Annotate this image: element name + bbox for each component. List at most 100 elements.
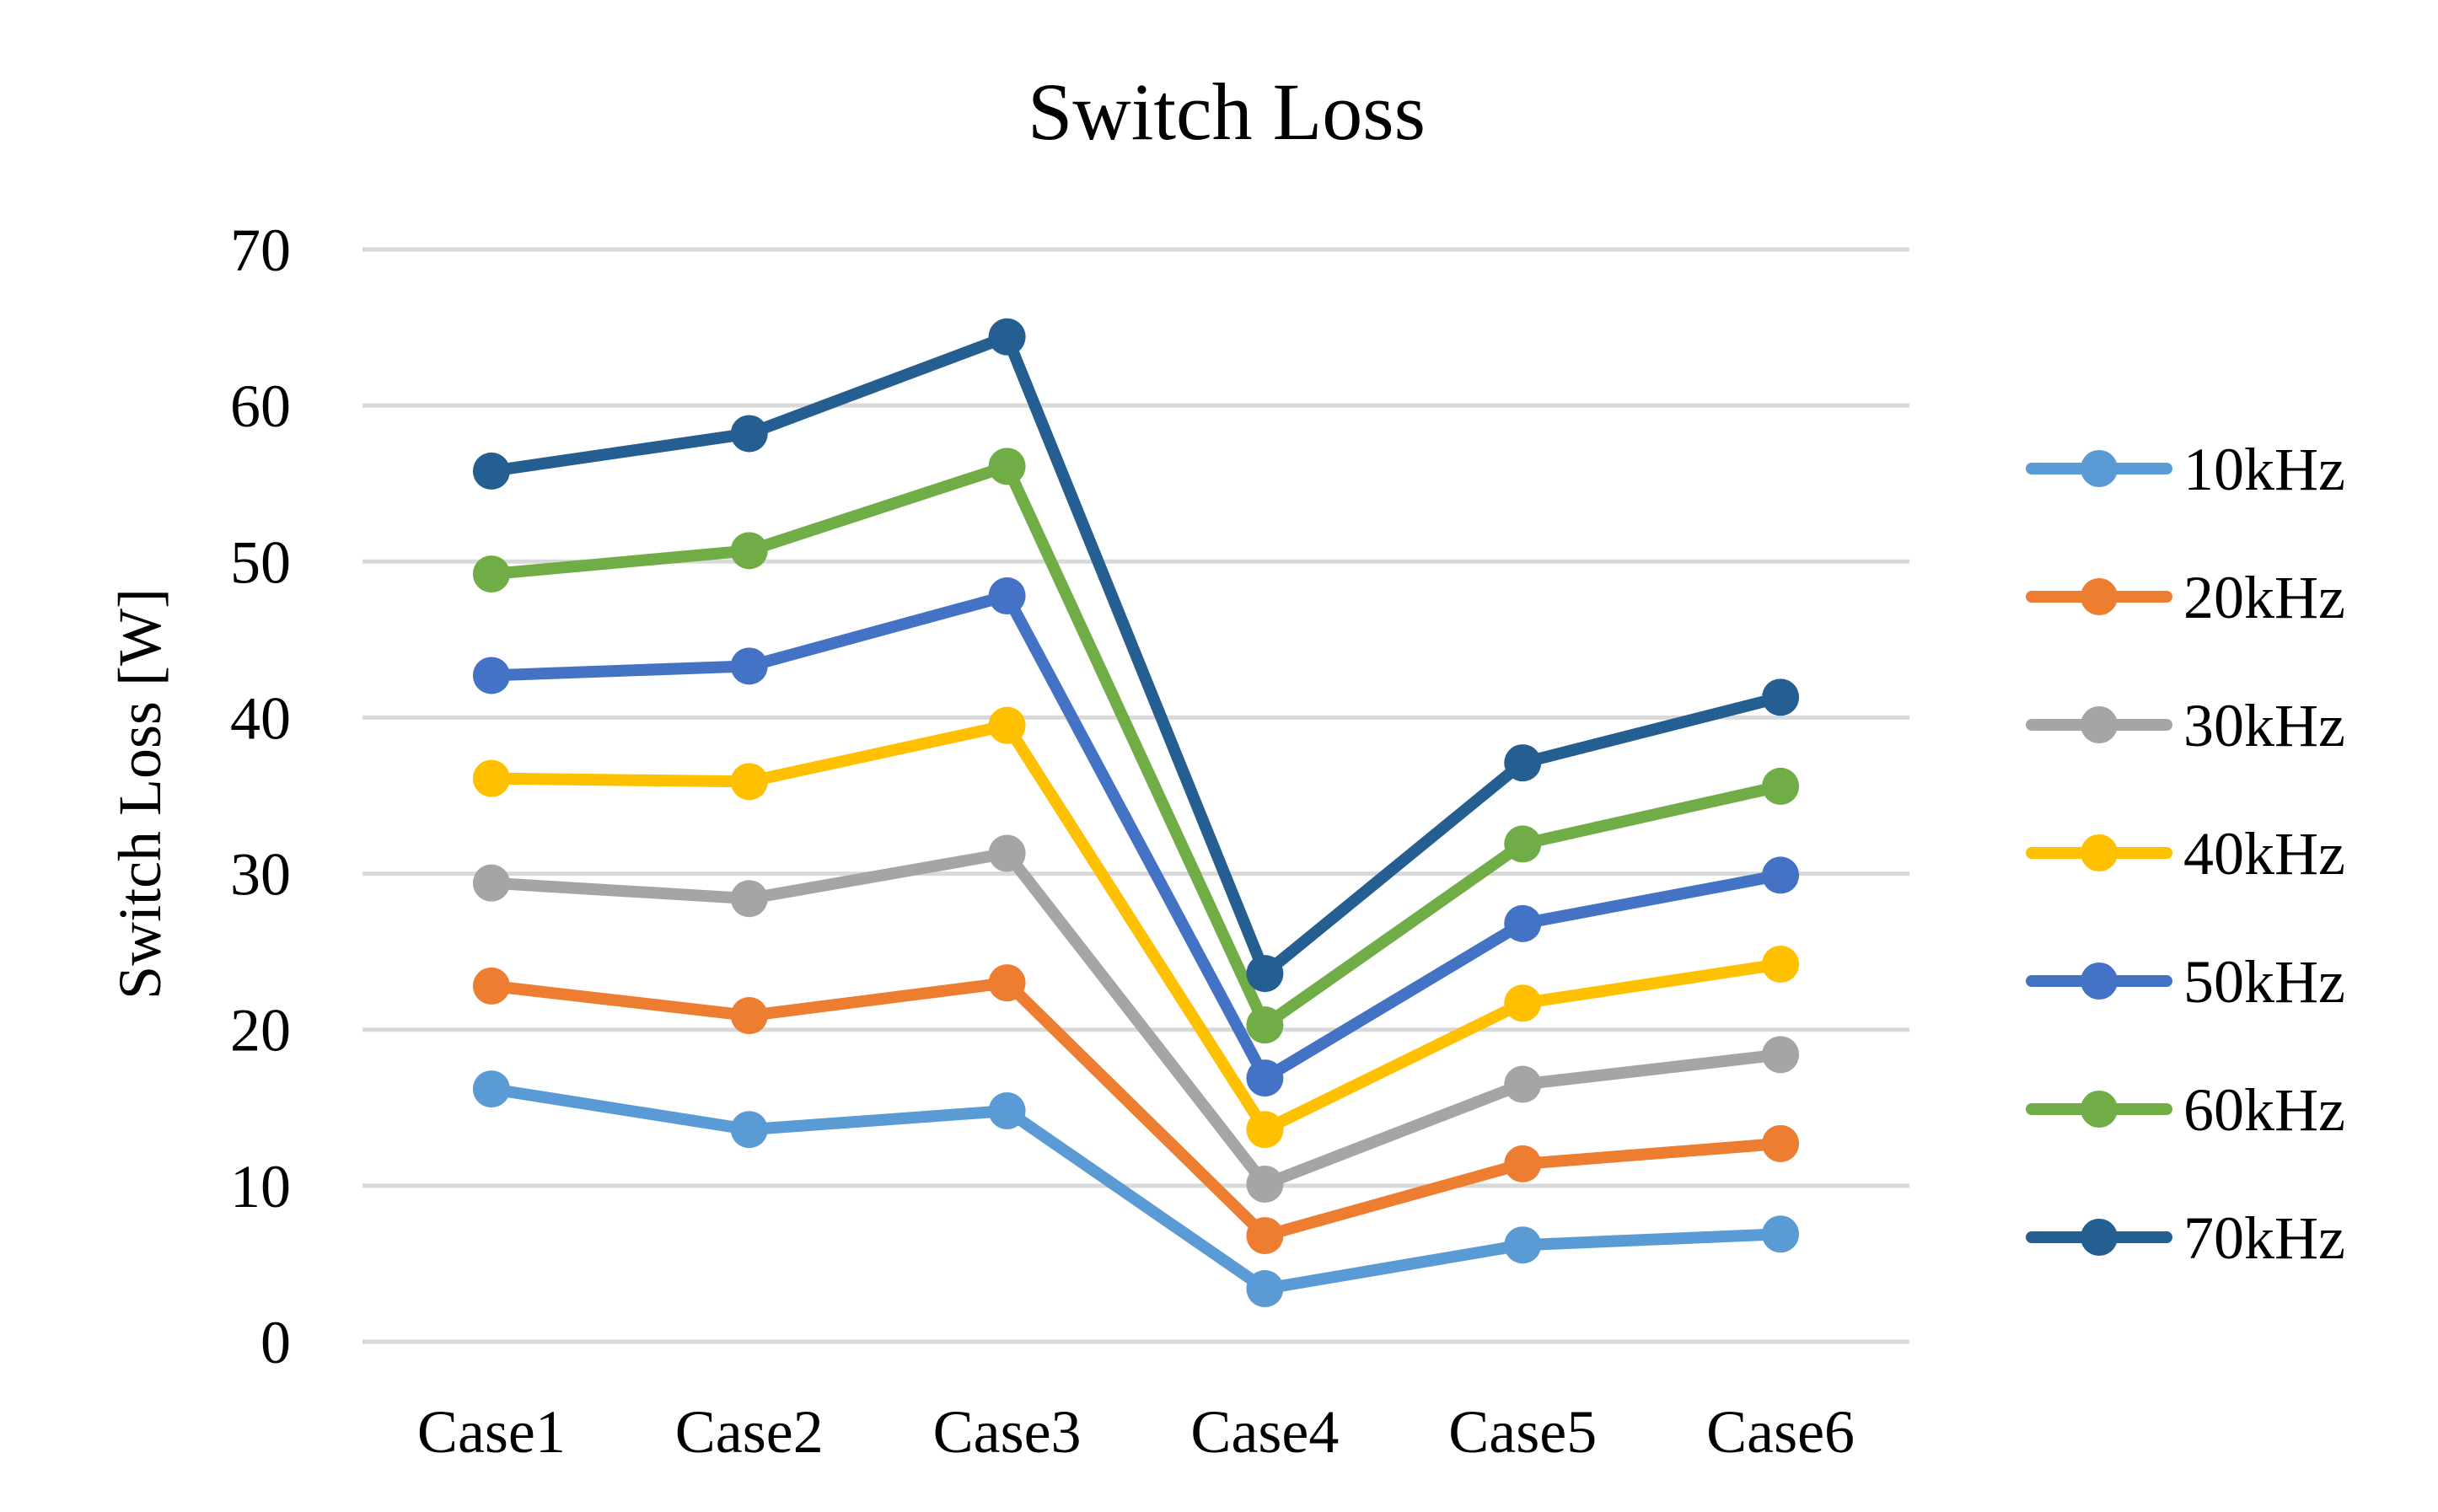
y-tick-label: 40 bbox=[230, 684, 291, 752]
data-point bbox=[1246, 1059, 1284, 1097]
legend-item: 50kHz bbox=[2026, 948, 2345, 1016]
data-point bbox=[988, 448, 1026, 485]
data-point bbox=[988, 706, 1026, 744]
data-point bbox=[472, 1070, 510, 1108]
y-tick-label: 10 bbox=[230, 1153, 291, 1220]
y-axis-ticks: 0 10 20 30 40 50 60 70 bbox=[230, 217, 291, 1376]
series-50kHz bbox=[472, 577, 1800, 1097]
data-point bbox=[988, 834, 1026, 872]
data-point bbox=[1246, 1217, 1284, 1255]
data-point bbox=[1762, 678, 1800, 716]
gridlines bbox=[362, 247, 1909, 1344]
legend: 10kHz 20kHz 30kHz 40kHz 50kHz 60kHz 70kHz bbox=[2026, 436, 2345, 1272]
y-tick-label: 50 bbox=[230, 528, 291, 596]
series-line bbox=[485, 590, 1787, 1085]
data-point bbox=[730, 647, 768, 685]
legend-swatch-marker bbox=[2081, 1219, 2118, 1256]
legend-label: 10kHz bbox=[2183, 436, 2345, 503]
x-tick-label: Case2 bbox=[675, 1398, 824, 1466]
legend-label: 70kHz bbox=[2183, 1204, 2345, 1272]
chart-title: Switch Loss bbox=[1028, 67, 1426, 157]
data-point bbox=[1246, 1270, 1284, 1308]
data-point bbox=[730, 763, 768, 801]
data-point bbox=[1504, 1226, 1542, 1264]
series-lines bbox=[472, 318, 1800, 1308]
data-point bbox=[1504, 744, 1542, 782]
y-tick-label: 0 bbox=[260, 1309, 291, 1376]
data-point bbox=[1246, 1111, 1284, 1149]
y-tick-label: 70 bbox=[230, 217, 291, 284]
series-10kHz bbox=[472, 1070, 1800, 1308]
y-tick-label: 60 bbox=[230, 373, 291, 440]
legend-item: 10kHz bbox=[2026, 436, 2345, 503]
series-line bbox=[485, 460, 1787, 1032]
data-point bbox=[730, 880, 768, 918]
data-point bbox=[988, 1091, 1026, 1129]
data-point bbox=[1504, 984, 1542, 1022]
data-point bbox=[1504, 825, 1542, 863]
series-line bbox=[485, 1083, 1787, 1295]
legend-swatch-marker bbox=[2081, 578, 2118, 615]
x-tick-label: Case1 bbox=[417, 1398, 566, 1466]
data-point bbox=[730, 415, 768, 453]
series-line bbox=[485, 977, 1787, 1242]
data-point bbox=[988, 964, 1026, 1002]
data-point bbox=[472, 452, 510, 490]
data-point bbox=[1504, 1145, 1542, 1182]
data-point bbox=[472, 864, 510, 902]
legend-item: 60kHz bbox=[2026, 1076, 2345, 1144]
data-point bbox=[988, 318, 1026, 356]
series-line bbox=[485, 719, 1787, 1136]
legend-item: 30kHz bbox=[2026, 692, 2345, 759]
data-point bbox=[472, 657, 510, 694]
series-70kHz bbox=[472, 318, 1800, 993]
data-point bbox=[1504, 1065, 1542, 1103]
data-point bbox=[1762, 856, 1800, 894]
data-point bbox=[1762, 767, 1800, 805]
x-tick-label: Case6 bbox=[1706, 1398, 1855, 1466]
data-point bbox=[1762, 1124, 1800, 1162]
data-point bbox=[730, 1111, 768, 1149]
legend-item: 70kHz bbox=[2026, 1204, 2345, 1272]
data-point bbox=[1246, 1006, 1284, 1044]
legend-label: 40kHz bbox=[2183, 820, 2345, 887]
series-60kHz bbox=[472, 448, 1800, 1044]
series-line bbox=[485, 330, 1787, 980]
data-point bbox=[472, 967, 510, 1005]
legend-swatch-marker bbox=[2081, 1091, 2118, 1128]
legend-swatch-marker bbox=[2081, 962, 2118, 1000]
x-tick-label: Case4 bbox=[1190, 1398, 1339, 1466]
legend-swatch-marker bbox=[2081, 450, 2118, 487]
y-tick-label: 30 bbox=[230, 841, 291, 909]
series-line bbox=[485, 847, 1787, 1191]
data-point bbox=[730, 532, 768, 570]
y-axis-label: Switch Loss [W] bbox=[106, 588, 174, 1000]
legend-item: 20kHz bbox=[2026, 564, 2345, 631]
data-point bbox=[1246, 955, 1284, 993]
legend-label: 30kHz bbox=[2183, 692, 2345, 759]
data-point bbox=[730, 997, 768, 1035]
legend-swatch-marker bbox=[2081, 834, 2118, 871]
x-tick-label: Case3 bbox=[933, 1398, 1082, 1466]
y-tick-label: 20 bbox=[230, 997, 291, 1064]
series-40kHz bbox=[472, 706, 1800, 1149]
data-point bbox=[1762, 1215, 1800, 1253]
legend-item: 40kHz bbox=[2026, 820, 2345, 887]
legend-swatch-marker bbox=[2081, 706, 2118, 743]
data-point bbox=[988, 577, 1026, 615]
data-point bbox=[472, 555, 510, 593]
legend-label: 20kHz bbox=[2183, 564, 2345, 631]
legend-label: 50kHz bbox=[2183, 948, 2345, 1016]
series-30kHz bbox=[472, 834, 1800, 1204]
data-point bbox=[472, 759, 510, 797]
data-point bbox=[1762, 1036, 1800, 1074]
x-tick-label: Case5 bbox=[1448, 1398, 1597, 1466]
data-point bbox=[1246, 1166, 1284, 1204]
x-axis-ticks: Case1 Case2 Case3 Case4 Case5 Case6 bbox=[417, 1398, 1855, 1466]
series-20kHz bbox=[472, 964, 1800, 1255]
data-point bbox=[1504, 904, 1542, 942]
data-point bbox=[1762, 945, 1800, 983]
legend-label: 60kHz bbox=[2183, 1076, 2345, 1144]
